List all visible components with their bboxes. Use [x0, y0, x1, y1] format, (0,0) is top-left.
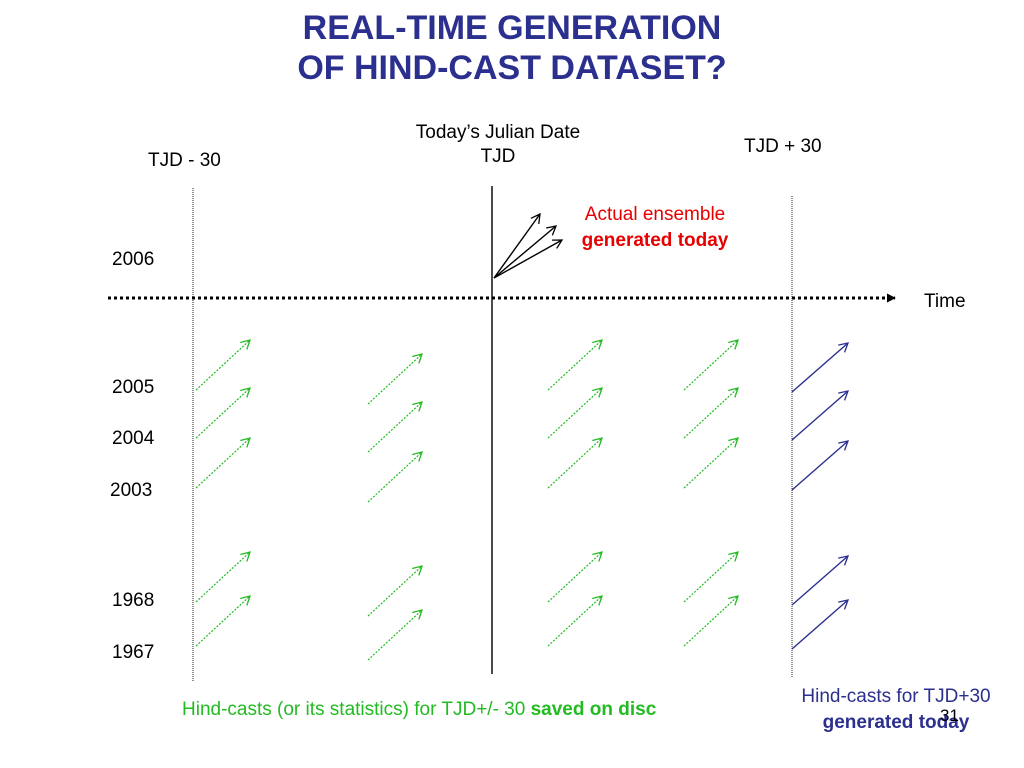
- page-number: 31: [940, 706, 959, 725]
- slide-title: REAL-TIME GENERATION OF HIND-CAST DATASE…: [0, 8, 1024, 88]
- generated-today-note: Hind-casts for TJD+30 generated today: [776, 684, 1016, 736]
- saved-hindcast-arrow: [367, 401, 423, 453]
- actual-ensemble-note: Actual ensemble generated today: [560, 202, 750, 254]
- saved-hindcast-arrow: [195, 595, 251, 647]
- saved-hindcast-arrow: [195, 339, 251, 391]
- saved-on-disc-note: Hind-casts (or its statistics) for TJD+/…: [182, 699, 656, 721]
- saved-hindcast-arrow: [547, 437, 603, 489]
- actual-ensemble-arrow: [493, 239, 564, 279]
- saved-on-disc-bold: saved on disc: [530, 699, 657, 720]
- saved-hindcast-arrow: [547, 551, 603, 603]
- title-line-2: OF HIND-CAST DATASET?: [297, 49, 727, 87]
- saved-hindcast-arrow: [683, 551, 739, 603]
- actual-ensemble-line-1: Actual ensemble: [584, 204, 726, 225]
- year-label-2005: 2005: [112, 377, 155, 398]
- generated-hindcast-arrow: [791, 342, 850, 393]
- saved-hindcast-arrow: [195, 437, 251, 489]
- saved-hindcast-arrow: [367, 565, 423, 617]
- tjd-label: Today’s Julian Date TJD: [378, 121, 618, 169]
- saved-hindcast-arrow: [195, 387, 251, 439]
- saved-hindcast-arrow: [367, 451, 423, 503]
- saved-hindcast-arrow: [547, 387, 603, 439]
- saved-hindcast-arrow: [683, 387, 739, 439]
- saved-hindcast-arrow: [367, 353, 423, 405]
- year-label-2003: 2003: [110, 480, 153, 501]
- saved-hindcast-arrow: [547, 339, 603, 391]
- saved-hindcast-arrow: [683, 339, 739, 391]
- generated-hindcast-arrow: [791, 440, 850, 491]
- actual-ensemble-arrow: [493, 212, 541, 279]
- saved-hindcast-arrow: [195, 551, 251, 603]
- saved-hindcast-arrow: [367, 609, 423, 661]
- tjd-minus-30-label: TJD - 30: [148, 150, 221, 171]
- title-line-1: REAL-TIME GENERATION: [302, 9, 722, 47]
- actual-ensemble-arrow: [493, 225, 558, 279]
- year-label-2004: 2004: [112, 428, 155, 449]
- year-label-1968: 1968: [112, 590, 155, 611]
- generated-hindcast-arrow: [791, 390, 850, 441]
- saved-hindcast-arrow: [683, 437, 739, 489]
- saved-on-disc-prefix: Hind-casts (or its statistics) for TJD+/…: [182, 699, 531, 720]
- year-label-2006: 2006: [112, 249, 155, 270]
- year-label-1967: 1967: [112, 642, 155, 663]
- forecast-arrows: [195, 212, 850, 661]
- tjd-label-line-1: Today’s Julian Date: [415, 122, 581, 143]
- generated-hindcast-arrow: [791, 555, 850, 606]
- tjd-label-line-2: TJD: [480, 146, 516, 167]
- generated-today-line-2: generated today: [822, 712, 970, 733]
- actual-ensemble-line-2: generated today: [581, 230, 729, 251]
- saved-hindcast-arrow: [547, 595, 603, 647]
- generated-today-line-1: Hind-casts for TJD+30: [801, 686, 991, 707]
- generated-hindcast-arrow: [791, 599, 850, 650]
- tjd-plus-30-label: TJD + 30: [744, 136, 822, 157]
- saved-hindcast-arrow: [683, 595, 739, 647]
- time-axis-label: Time: [924, 291, 966, 312]
